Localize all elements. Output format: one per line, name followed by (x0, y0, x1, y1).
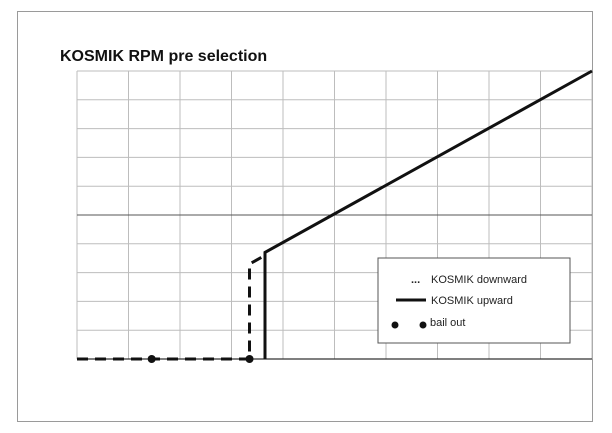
bail-out-point (245, 355, 254, 363)
legend: ... KOSMIK downward KOSMIK upward bail o… (377, 257, 571, 344)
legend-symbol-bailout-1 (391, 321, 399, 329)
chart-title: KOSMIK RPM pre selection (60, 48, 268, 65)
legend-symbol-bailout-2 (419, 321, 427, 329)
series-line-upward (263, 69, 593, 359)
legend-label-bailout: bail out (430, 317, 465, 329)
legend-label-upward: KOSMIK upward (431, 295, 513, 307)
marker-layer (147, 355, 254, 363)
legend-label-downward: KOSMIK downward (431, 274, 527, 286)
chart-frame (17, 11, 593, 422)
bail-out-point (147, 355, 156, 363)
series-layer (77, 69, 593, 361)
series-line-downward (77, 253, 266, 361)
legend-symbol-downward: ... (411, 274, 420, 286)
